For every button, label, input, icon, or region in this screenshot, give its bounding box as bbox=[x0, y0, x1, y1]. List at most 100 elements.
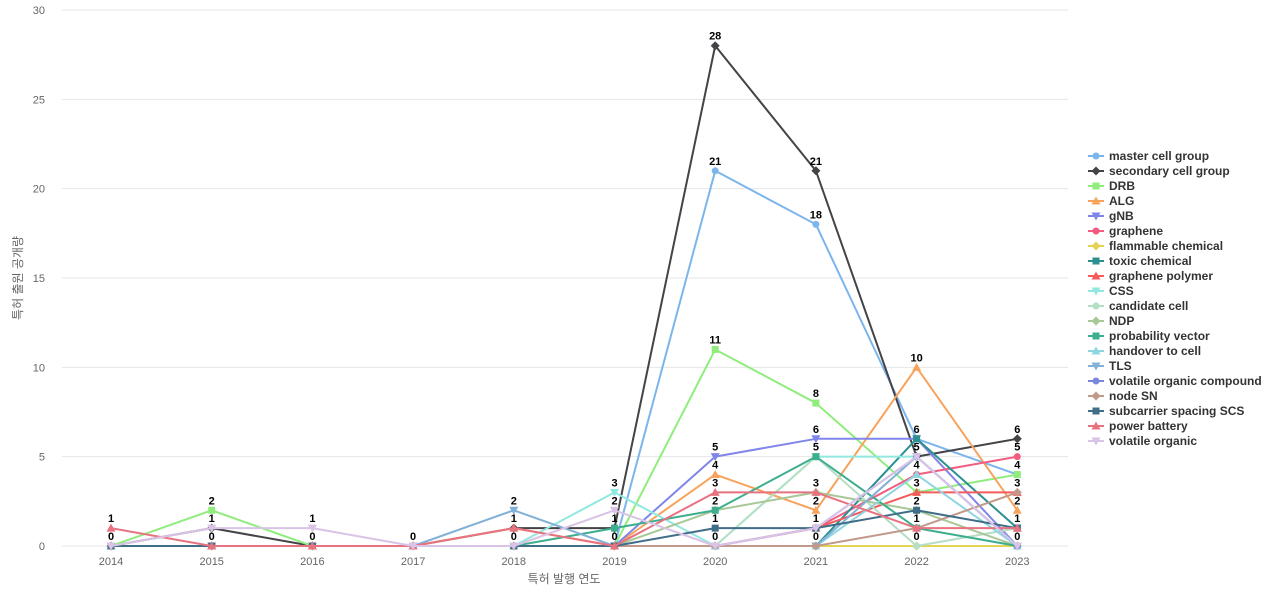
series-volatile-organic[interactable] bbox=[106, 453, 1022, 551]
data-point[interactable] bbox=[1012, 505, 1022, 514]
x-tick-label: 2016 bbox=[300, 556, 324, 568]
data-point[interactable] bbox=[710, 453, 720, 462]
data-label: 2 bbox=[712, 495, 718, 507]
data-point[interactable] bbox=[1013, 471, 1021, 479]
legend-marker bbox=[1092, 302, 1100, 310]
data-point[interactable] bbox=[913, 506, 921, 514]
data-point[interactable] bbox=[509, 542, 519, 551]
legend-label: TLS bbox=[1109, 359, 1132, 373]
data-point[interactable] bbox=[710, 542, 720, 551]
legend-item[interactable]: gNB bbox=[1088, 209, 1134, 223]
legend-item[interactable]: graphene bbox=[1088, 224, 1163, 238]
data-point[interactable] bbox=[812, 220, 820, 228]
legend-item[interactable]: secondary cell group bbox=[1088, 164, 1230, 178]
legend-marker bbox=[1092, 377, 1100, 385]
series-line bbox=[110, 44, 1018, 547]
data-point[interactable] bbox=[811, 505, 821, 514]
data-point[interactable] bbox=[912, 453, 922, 462]
legend-item[interactable]: power battery bbox=[1088, 419, 1188, 433]
data-point[interactable] bbox=[912, 523, 922, 532]
data-point[interactable] bbox=[611, 524, 618, 532]
data-point[interactable] bbox=[913, 435, 921, 443]
data-point[interactable] bbox=[509, 523, 519, 532]
data-point[interactable] bbox=[307, 524, 317, 533]
data-point[interactable] bbox=[207, 524, 217, 533]
legend-item[interactable]: ALG bbox=[1088, 194, 1134, 208]
data-point[interactable] bbox=[812, 399, 820, 407]
data-label: 2 bbox=[813, 495, 819, 507]
data-point[interactable] bbox=[711, 524, 719, 532]
data-point[interactable] bbox=[912, 470, 922, 479]
data-point[interactable] bbox=[710, 470, 720, 479]
data-point[interactable] bbox=[811, 435, 821, 444]
data-label: 28 bbox=[709, 31, 721, 43]
legend-item[interactable]: graphene polymer bbox=[1088, 269, 1213, 283]
data-point[interactable] bbox=[711, 167, 719, 175]
series-css[interactable] bbox=[106, 453, 1022, 551]
data-point[interactable] bbox=[610, 488, 619, 497]
data-point[interactable] bbox=[912, 362, 922, 371]
legend-item[interactable]: flammable chemical bbox=[1088, 239, 1223, 253]
data-point[interactable] bbox=[811, 541, 821, 551]
data-label: 2 bbox=[914, 495, 920, 507]
data-point[interactable] bbox=[912, 487, 922, 496]
data-point[interactable] bbox=[307, 541, 317, 550]
data-point[interactable] bbox=[1012, 523, 1022, 532]
legend-label: gNB bbox=[1109, 209, 1134, 223]
data-label: 3 bbox=[1014, 477, 1020, 489]
series-power-battery[interactable] bbox=[106, 487, 1022, 550]
legend-item[interactable]: subcarrier spacing SCS bbox=[1088, 404, 1244, 418]
data-point[interactable] bbox=[1013, 453, 1021, 461]
series-candidate-cell[interactable] bbox=[107, 453, 1021, 550]
legend-item[interactable]: NDP bbox=[1088, 314, 1134, 328]
series-volatile-organic-compound[interactable] bbox=[107, 453, 1021, 550]
data-point[interactable] bbox=[710, 41, 720, 51]
legend-item[interactable]: candidate cell bbox=[1088, 299, 1188, 313]
x-tick-label: 2020 bbox=[703, 556, 727, 568]
legend-item[interactable]: probability vector bbox=[1088, 329, 1210, 343]
series-graphene[interactable] bbox=[107, 453, 1021, 550]
data-point[interactable] bbox=[408, 542, 418, 551]
data-point[interactable] bbox=[711, 506, 719, 514]
legend-item[interactable]: master cell group bbox=[1088, 149, 1209, 163]
data-point[interactable] bbox=[208, 506, 216, 514]
data-point[interactable] bbox=[106, 523, 116, 532]
legend-item[interactable]: DRB bbox=[1088, 179, 1135, 193]
legend-label: node SN bbox=[1109, 389, 1158, 403]
data-point[interactable] bbox=[1012, 542, 1022, 551]
data-point[interactable] bbox=[207, 541, 217, 550]
data-point[interactable] bbox=[913, 542, 921, 550]
data-point[interactable] bbox=[711, 345, 719, 353]
data-point[interactable] bbox=[1012, 434, 1022, 444]
data-point[interactable] bbox=[812, 453, 820, 461]
data-point[interactable] bbox=[811, 524, 821, 533]
legend-item[interactable]: volatile organic compound bbox=[1088, 374, 1262, 388]
data-point[interactable] bbox=[610, 541, 619, 550]
legend-item[interactable]: handover to cell bbox=[1088, 344, 1201, 358]
legend-label: ALG bbox=[1109, 194, 1134, 208]
data-point[interactable] bbox=[811, 166, 821, 176]
legend-item[interactable]: volatile organic bbox=[1088, 434, 1197, 448]
legend-item[interactable]: CSS bbox=[1088, 284, 1134, 298]
legend-marker bbox=[1091, 391, 1101, 401]
data-point[interactable] bbox=[710, 487, 720, 496]
data-point[interactable] bbox=[106, 542, 116, 551]
legend-item[interactable]: toxic chemical bbox=[1088, 254, 1192, 268]
legend-marker bbox=[1091, 241, 1101, 251]
grid-lines bbox=[62, 9, 1068, 547]
legend-item[interactable]: node SN bbox=[1088, 389, 1158, 403]
series-line bbox=[111, 455, 1018, 547]
legend-label: NDP bbox=[1109, 314, 1134, 328]
data-point[interactable] bbox=[610, 506, 619, 515]
y-axis-title: 특허 출원 공개량 bbox=[11, 236, 25, 320]
series-line bbox=[110, 491, 1018, 547]
data-point[interactable] bbox=[509, 506, 519, 515]
data-label: 21 bbox=[810, 156, 822, 168]
legend-item[interactable]: TLS bbox=[1088, 359, 1132, 373]
series-probability-vector[interactable] bbox=[107, 453, 1021, 550]
data-point[interactable] bbox=[811, 487, 821, 496]
data-point[interactable] bbox=[1012, 487, 1022, 497]
series-tls[interactable] bbox=[106, 453, 1022, 551]
